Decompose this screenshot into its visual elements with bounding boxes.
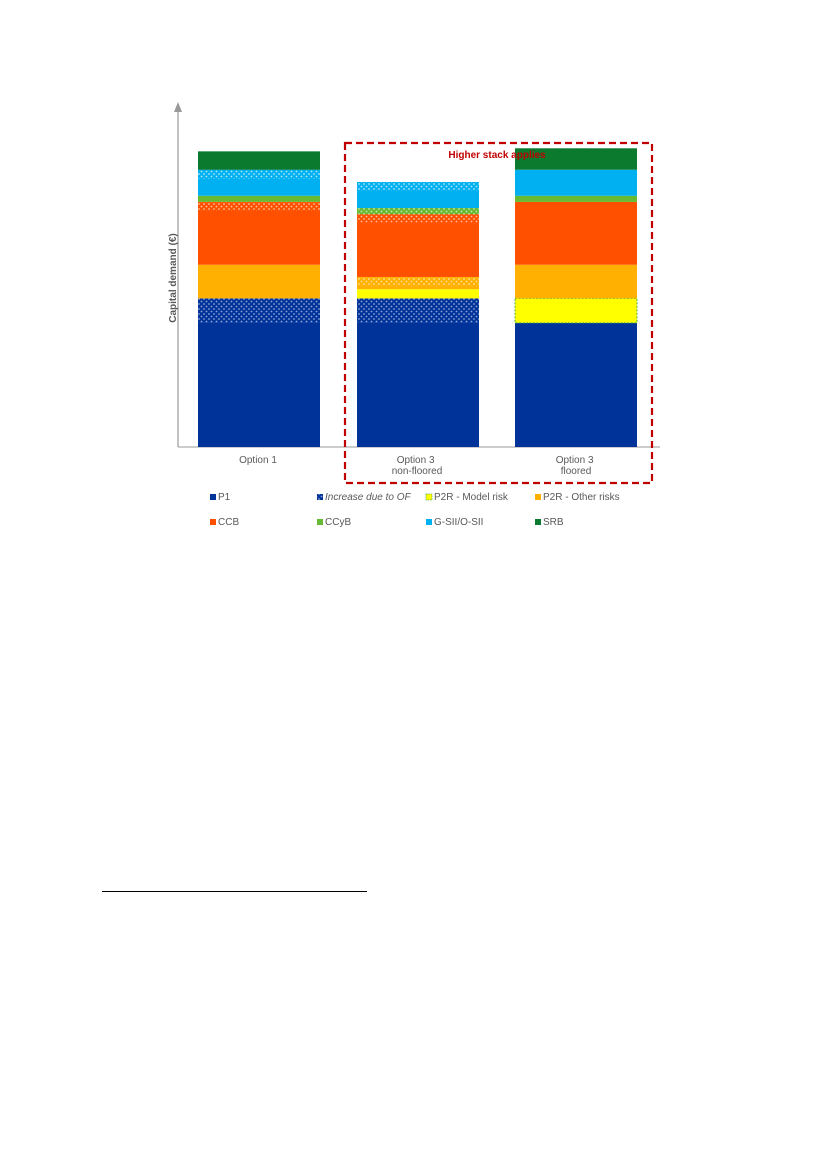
bar-segment-srb bbox=[515, 148, 637, 170]
bar-segment-p2r-model-risk bbox=[514, 297, 638, 324]
bars-group bbox=[198, 148, 638, 447]
x-tick-label-line: Option 1 bbox=[239, 455, 277, 466]
x-tick-label-option-3-floored: Option 3 floored bbox=[556, 455, 597, 477]
legend-label-ccb: CCB bbox=[218, 517, 239, 528]
x-tick-label-line: Option 3 bbox=[397, 455, 435, 466]
legend-swatch-p2r-model-risk bbox=[425, 493, 433, 501]
bar-segment-dotted-band bbox=[357, 214, 479, 224]
legend-swatch-p1 bbox=[210, 494, 216, 500]
higher-stack-annotation-label: Higher stack applies bbox=[448, 150, 546, 161]
bar-segment-dotted-band bbox=[357, 181, 479, 191]
legend-label-srb: SRB bbox=[543, 517, 564, 528]
x-tick-label-option-1: Option 1 bbox=[239, 455, 277, 466]
legend-swatch-p2r-other-risks bbox=[535, 494, 541, 500]
legend-label-p2r-other-risks: P2R - Other risks bbox=[543, 492, 620, 503]
bar-segment-srb bbox=[198, 151, 320, 170]
y-axis-label: Capital demand (€) bbox=[168, 233, 179, 322]
legend-label-increase-due-to-of: Increase due to OF bbox=[325, 492, 411, 503]
legend-label-p1: P1 bbox=[218, 492, 231, 503]
x-tick-label-option-3-non-floored: Option 3 non-floored bbox=[392, 455, 443, 477]
bar-segment-increase-due-to-of bbox=[198, 298, 320, 323]
legend-label-p2r-model-risk: P2R - Model risk bbox=[434, 492, 509, 503]
bar-segment-ccb bbox=[515, 201, 637, 265]
x-tick-label-line: non-floored bbox=[392, 466, 443, 477]
bar-segment-g-sii-o-sii bbox=[515, 169, 637, 196]
bar-segment-dotted-band bbox=[357, 276, 479, 286]
bar-segment-ccyb bbox=[198, 195, 320, 202]
bar-segment-dotted-band bbox=[198, 201, 320, 211]
bar-segment-p1 bbox=[357, 322, 479, 447]
legend-swatch-ccyb bbox=[317, 519, 323, 525]
legend: P1 Increase due to OF P2R - Model risk P2R … bbox=[210, 492, 620, 528]
bar-segment-p1 bbox=[198, 322, 320, 447]
bar-segment-ccb bbox=[198, 201, 320, 265]
bar-segment-ccyb bbox=[515, 195, 637, 202]
legend-label-ccyb: CCyB bbox=[325, 517, 351, 528]
x-tick-label-line: floored bbox=[561, 466, 592, 477]
bar-segment-p2r-other-risks bbox=[515, 264, 637, 299]
legend-swatch-increase-due-to-of bbox=[317, 494, 323, 500]
bar-segment-ccyb bbox=[357, 208, 479, 215]
y-axis-arrow bbox=[174, 102, 182, 112]
legend-swatch-srb bbox=[535, 519, 541, 525]
bar-segment-p2r-other-risks bbox=[198, 264, 320, 299]
higher-stack-annotation-box bbox=[343, 141, 654, 485]
bar-segment-ccb bbox=[357, 214, 479, 277]
legend-label-g-sii-o-sii: G-SII/O-SII bbox=[434, 517, 483, 528]
footnote-separator bbox=[102, 891, 367, 892]
legend-swatch-g-sii-o-sii bbox=[426, 519, 432, 525]
bar-segment-increase-due-to-of bbox=[357, 298, 479, 323]
legend-swatch-ccb bbox=[210, 519, 216, 525]
bar-segment-p2r-model-risk bbox=[357, 289, 479, 299]
x-tick-label-line: Option 3 bbox=[556, 455, 594, 466]
bar-segment-dotted-band bbox=[198, 169, 320, 179]
bar-segment-p1 bbox=[515, 322, 637, 447]
